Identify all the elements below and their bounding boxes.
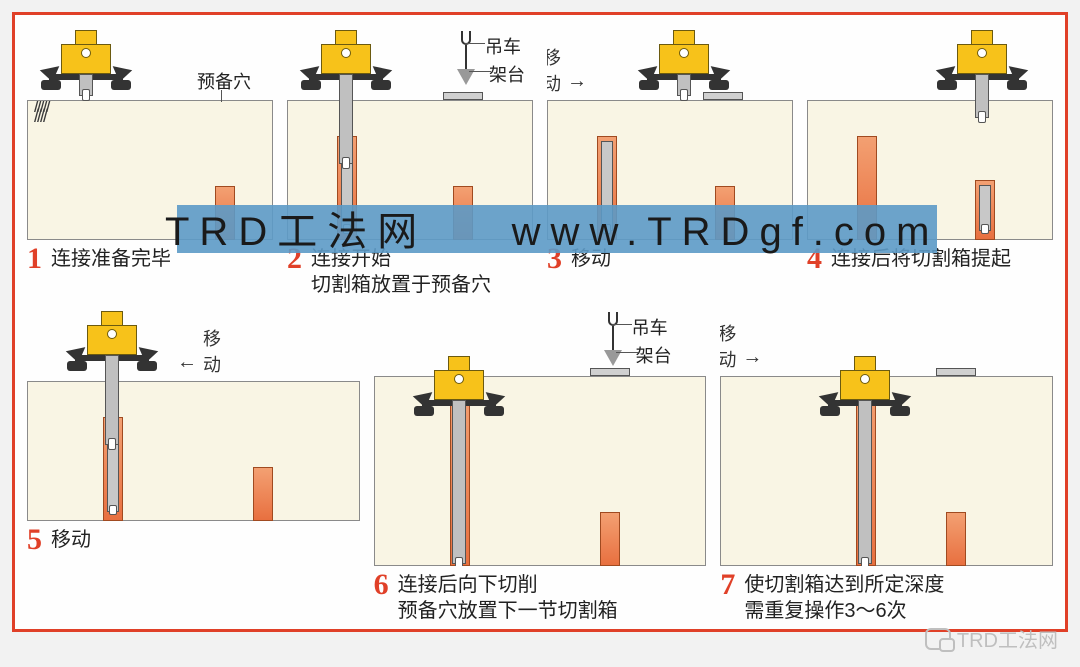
slot-prep — [975, 180, 995, 240]
ground — [27, 381, 360, 521]
watermark-part-2: www.TRDgf.com — [512, 210, 940, 254]
leader-platform — [469, 71, 491, 72]
slot-prep — [600, 512, 620, 566]
step-cell-5: ←移动 5 移动 — [27, 306, 360, 624]
label-platform: 架台 — [636, 342, 672, 368]
leader-crane — [612, 324, 632, 325]
step-label: 移动 — [51, 527, 91, 553]
trd-machine — [937, 30, 1027, 110]
leader-platform — [616, 352, 638, 353]
wechat-attribution: TRD工法网 — [925, 624, 1058, 653]
step-label: 使切割箱达到所定深度需重复操作3～6次 — [744, 572, 944, 624]
step-panel: →移动 — [720, 306, 1053, 566]
trd-machine — [639, 30, 729, 110]
label-crane: 吊车 — [485, 33, 521, 59]
step-label: 连接后向下切削预备穴放置下一节切割箱 — [398, 572, 618, 624]
leader-prep — [221, 90, 222, 102]
step-caption: 7 使切割箱达到所定深度需重复操作3～6次 — [720, 572, 1053, 624]
move-arrow: →移动 — [742, 346, 762, 369]
step-number: 7 — [720, 572, 740, 598]
step-cell-4: 4 连接后将切割箱提起 — [807, 25, 1053, 298]
row-1: ///////// 预备穴 1 连接准备完毕 吊车架台 2 连接开始切割箱放置于… — [27, 25, 1053, 298]
step-caption: 5 移动 — [27, 527, 360, 553]
step-cell-1: ///////// 预备穴 1 连接准备完毕 — [27, 25, 273, 298]
watermark-text: TRD工法网 www.TRDgf.com — [165, 199, 939, 257]
step-panel: ←移动 — [27, 306, 360, 521]
slot-prep — [253, 467, 273, 521]
step-cell-2: 吊车架台 2 连接开始切割箱放置于预备穴 — [287, 25, 533, 298]
step-caption: 6 连接后向下切削预备穴放置下一节切割箱 — [374, 572, 707, 624]
step-cell-7: →移动 7 使切割箱达到所定深度需重复操作3～6次 — [720, 306, 1053, 624]
step-cell-6: 吊车架台 6 连接后向下切削预备穴放置下一节切割箱 — [374, 306, 707, 624]
move-arrow: ←移动 — [177, 351, 197, 374]
diagram-frame: ///////// 预备穴 1 连接准备完毕 吊车架台 2 连接开始切割箱放置于… — [12, 12, 1068, 632]
trd-machine — [414, 356, 504, 436]
platform — [443, 92, 483, 100]
move-arrow: →移动 — [567, 70, 587, 93]
row-2: ←移动 5 移动 吊车架台 6 连接后向下切削预备穴放置下一节切割箱 →移动 7… — [27, 306, 1053, 624]
label-crane: 吊车 — [632, 314, 668, 340]
wechat-icon — [925, 628, 951, 650]
step-cell-3: →移动 3 移动 — [547, 25, 793, 298]
step-number: 6 — [374, 572, 394, 598]
trd-machine — [820, 356, 910, 436]
trd-machine — [67, 311, 157, 391]
step-number: 1 — [27, 246, 47, 272]
platform — [590, 368, 630, 376]
step-number: 5 — [27, 527, 47, 553]
label-prep-hole: 预备穴 — [197, 68, 251, 94]
slot-prep — [946, 512, 966, 566]
label-platform: 架台 — [489, 61, 525, 87]
rows: ///////// 预备穴 1 连接准备完毕 吊车架台 2 连接开始切割箱放置于… — [27, 25, 1053, 624]
watermark-part-1: TRD工法网 — [165, 210, 427, 254]
platform — [936, 368, 976, 376]
step-panel: 吊车架台 — [374, 306, 707, 566]
trd-machine — [41, 30, 131, 110]
leader-crane — [465, 43, 485, 44]
wechat-label: TRD工法网 — [957, 624, 1058, 653]
trd-machine — [301, 30, 391, 110]
step-label: 连接准备完毕 — [51, 246, 171, 272]
